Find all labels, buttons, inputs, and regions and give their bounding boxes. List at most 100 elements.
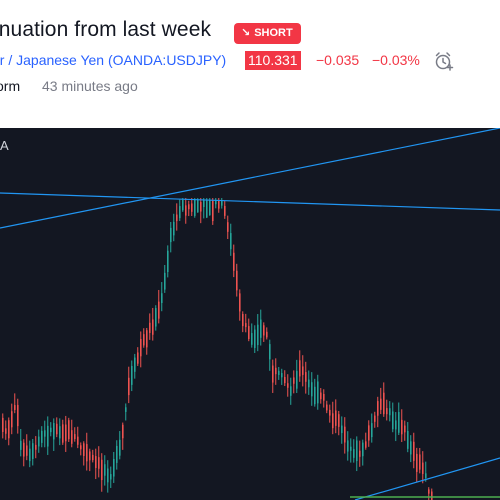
candle-body	[38, 436, 40, 447]
lower-trendline	[354, 457, 500, 500]
candle-body	[269, 344, 271, 360]
candle-body	[62, 424, 64, 443]
candle-body	[74, 434, 76, 440]
candle-body	[92, 454, 94, 461]
candle-body	[53, 423, 55, 440]
candle-body	[260, 319, 262, 338]
symbol-row: ar / Japanese Yen (OANDA:USDJPY) 110.331…	[0, 50, 500, 72]
candle-body	[266, 331, 268, 338]
candle-body	[200, 202, 202, 212]
candle-body	[404, 425, 406, 433]
candle-body	[8, 420, 10, 439]
candle-body	[80, 445, 82, 450]
chart-snapshot[interactable]: A	[0, 128, 500, 500]
candle-body	[29, 448, 31, 462]
candle-body	[257, 324, 259, 346]
short-badge: ↘ SHORT	[234, 23, 301, 44]
candle-body	[158, 301, 160, 319]
candle-body	[359, 450, 361, 457]
candle-body	[107, 468, 109, 483]
candle-body	[32, 443, 34, 459]
candle-body	[338, 414, 340, 427]
candle-body	[131, 365, 133, 385]
candle-body	[17, 404, 19, 427]
candle-body	[398, 412, 400, 433]
candle-body	[299, 360, 301, 377]
candle-body	[113, 459, 115, 477]
idea-header: inuation from last week ↘ SHORT ar / Japa…	[0, 0, 500, 128]
meta-row: orm 43 minutes ago	[0, 77, 500, 97]
candle-body	[188, 204, 190, 210]
candle-body	[161, 293, 163, 304]
candle-body	[326, 404, 328, 411]
candle-body	[332, 413, 334, 429]
candle-body	[287, 383, 289, 388]
candle-body	[134, 357, 136, 372]
candle-body	[407, 430, 409, 449]
candle-body	[203, 200, 205, 208]
candle-body	[44, 430, 46, 437]
candle-body	[152, 319, 154, 335]
candle-body	[173, 221, 175, 236]
alarm-clock-plus-icon[interactable]	[434, 50, 454, 72]
candle-body	[59, 426, 61, 439]
candle-body	[335, 410, 337, 426]
candle-body	[197, 200, 199, 213]
candle-body	[401, 419, 403, 435]
candle-body	[50, 427, 52, 433]
candle-body	[317, 381, 319, 404]
candle-body	[239, 293, 241, 312]
price-change-percent: −0.03%	[372, 52, 420, 68]
candle-body	[353, 449, 355, 458]
candle-body	[164, 272, 166, 290]
candle-body	[35, 444, 37, 450]
candle-body	[350, 446, 352, 451]
candle-body	[146, 330, 148, 348]
candle-body	[47, 425, 49, 447]
candle-body	[236, 270, 238, 291]
candle-body	[368, 425, 370, 441]
candle-body	[122, 424, 124, 439]
candle-body	[2, 417, 4, 432]
candle-body	[308, 379, 310, 388]
candle-body	[278, 370, 280, 375]
candle-body	[215, 200, 217, 205]
upper-trendline	[0, 128, 500, 229]
drawings	[0, 128, 500, 500]
candle-body	[143, 334, 145, 346]
candle-body	[284, 376, 286, 384]
candle-body	[101, 459, 103, 481]
candle-body	[116, 445, 118, 463]
candle-body	[290, 386, 292, 396]
candle-body	[104, 464, 106, 476]
candle-body	[77, 436, 79, 445]
candle-body	[56, 423, 58, 435]
symbol-link[interactable]: ar / Japanese Yen (OANDA:USDJPY)	[0, 52, 227, 68]
candle-body	[272, 365, 274, 383]
candlestick-chart	[0, 128, 500, 500]
candle-body	[110, 474, 112, 480]
candle-body	[413, 441, 415, 461]
candle-body	[65, 424, 67, 442]
price-change: −0.035	[316, 52, 360, 68]
author-name[interactable]: orm	[0, 78, 21, 94]
candle-body	[119, 439, 121, 456]
candle-body	[389, 408, 391, 416]
candle-body	[233, 252, 235, 271]
candle-body	[383, 392, 385, 415]
candle-body	[314, 386, 316, 405]
candle-body	[221, 200, 223, 206]
candle-body	[224, 205, 226, 216]
candle-body	[89, 451, 91, 461]
candle-body	[416, 453, 418, 472]
candle-body	[311, 382, 313, 397]
candle-body	[125, 407, 127, 412]
candle-body	[128, 377, 130, 396]
candle-body	[149, 322, 151, 333]
candle-body	[365, 441, 367, 448]
candle-body	[20, 440, 22, 450]
candle-body	[302, 366, 304, 375]
candle-body	[377, 401, 379, 416]
candle-body	[176, 214, 178, 222]
candle-body	[185, 205, 187, 216]
